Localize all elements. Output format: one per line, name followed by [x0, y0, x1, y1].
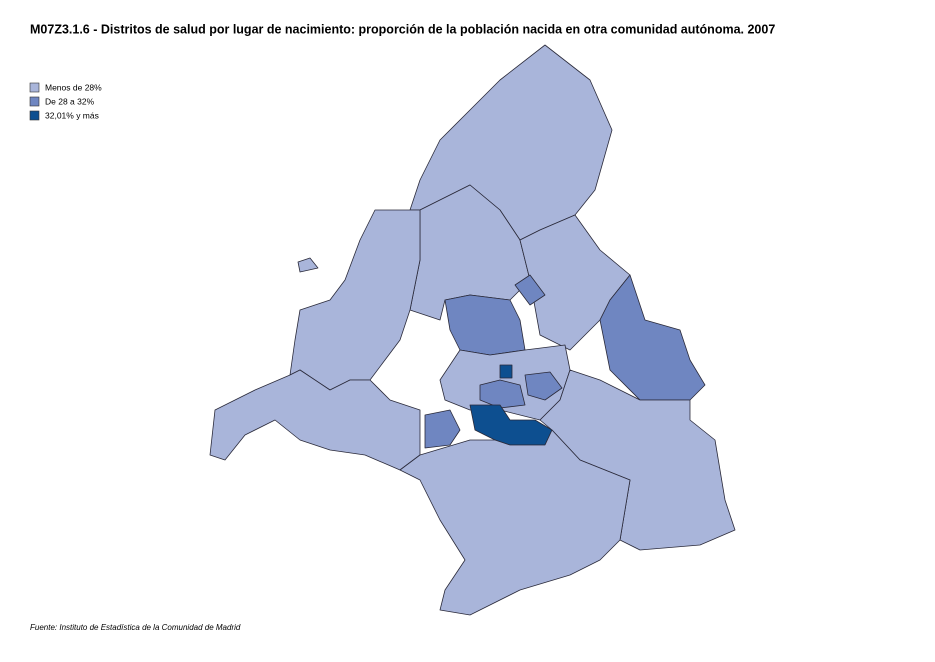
region [514, 274, 546, 306]
source-note: Fuente: Instituto de Estadística de la C… [30, 623, 241, 632]
region [289, 209, 421, 391]
legend-swatch [29, 96, 40, 107]
legend-label: 32,01% y más [45, 110, 99, 120]
region [209, 369, 421, 471]
legend: Menos de 28% De 28 a 32% 32,01% y más [29, 82, 102, 121]
region [599, 274, 706, 401]
legend-label: De 28 a 32% [45, 96, 95, 106]
region [297, 257, 319, 273]
region [444, 294, 526, 356]
region [399, 429, 631, 616]
legend-swatch [29, 110, 40, 121]
region [524, 371, 563, 401]
map-title: M07Z3.1.6 - Distritos de salud por lugar… [30, 22, 775, 36]
map [209, 44, 736, 616]
region [479, 379, 526, 409]
region [424, 409, 461, 449]
legend-label: Menos de 28% [45, 82, 102, 92]
legend-swatch [29, 82, 40, 93]
region [499, 364, 513, 379]
